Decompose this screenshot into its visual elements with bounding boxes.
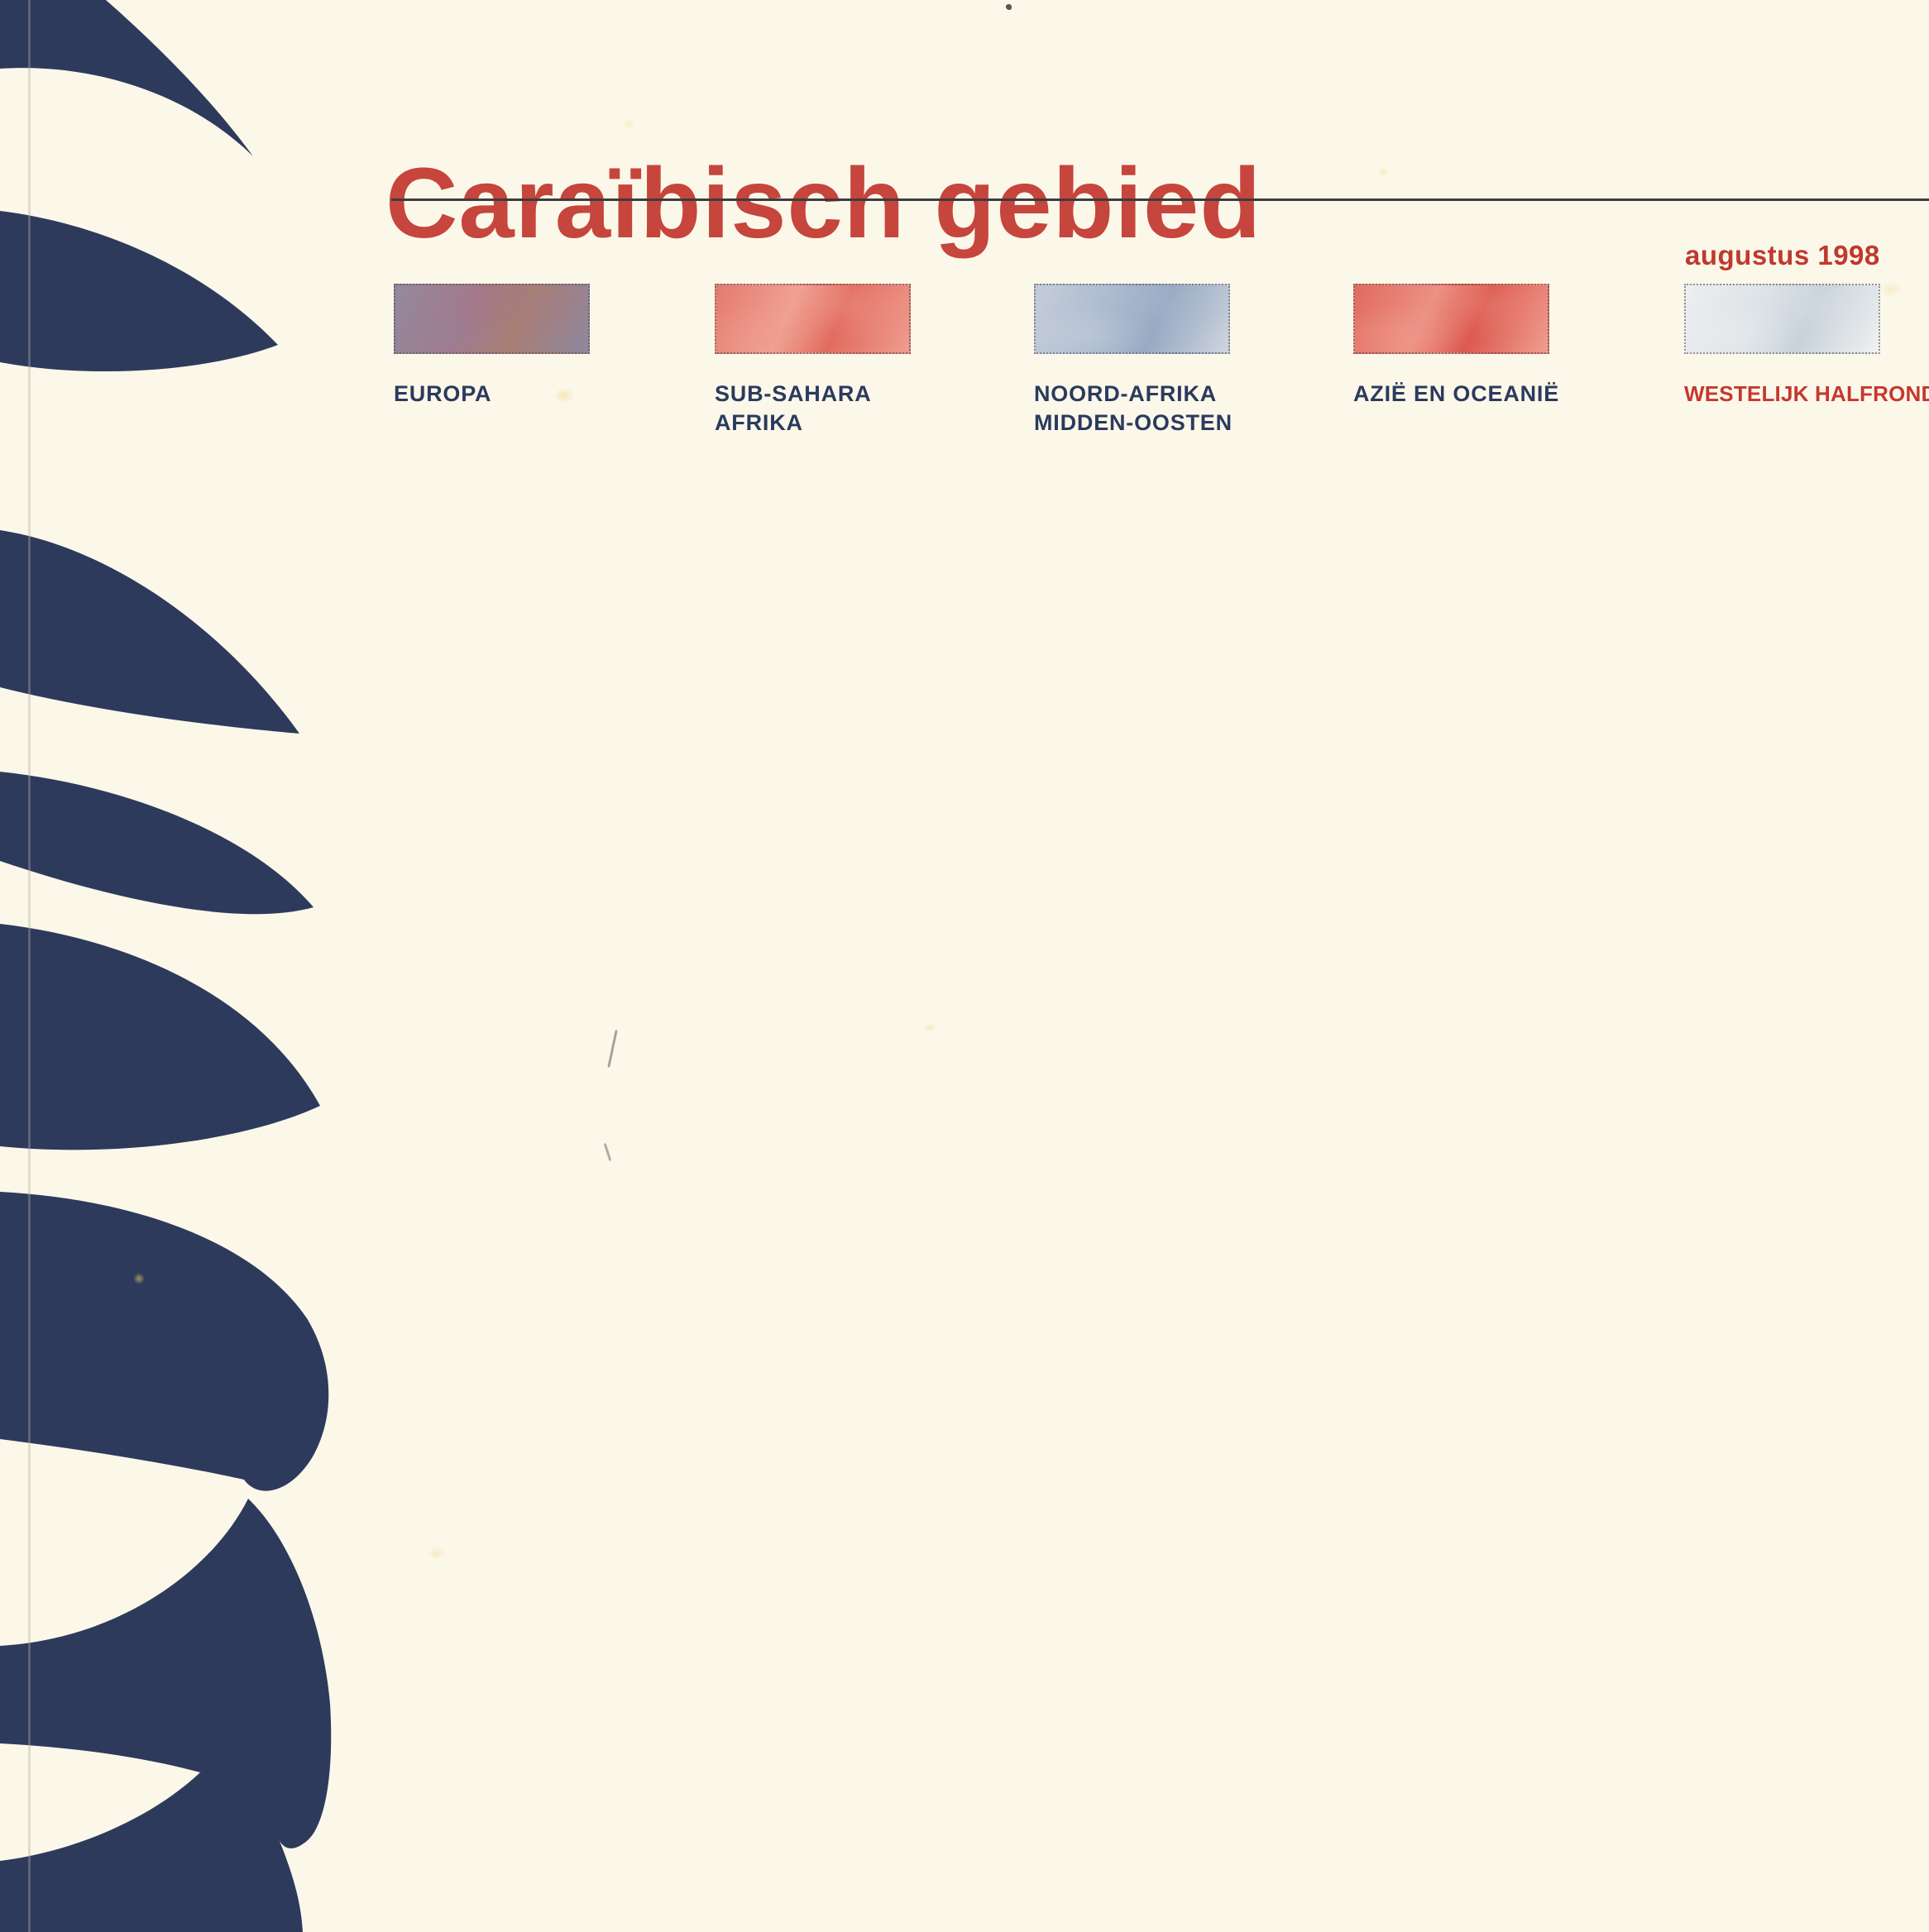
region-label-noord-afrika-midden-oosten: NOORD-AFRIKA MIDDEN-OOSTEN xyxy=(1034,380,1233,438)
region-swatch-europa xyxy=(394,284,590,354)
region-label-westelijk-halfrond: WESTELIJK HALFROND xyxy=(1684,380,1929,409)
region-label-sub-sahara-afrika: SUB-SAHARA AFRIKA xyxy=(715,380,911,438)
scan-speck xyxy=(1006,4,1012,10)
region-swatch-azie-en-oceanie xyxy=(1353,284,1549,354)
region-label-line: AFRIKA xyxy=(715,410,803,435)
region-swatch-noord-afrika-midden-oosten xyxy=(1034,284,1230,354)
scan-hair-mark xyxy=(603,1143,612,1161)
scan-hair-mark xyxy=(607,1030,618,1068)
wave-shape-1 xyxy=(0,0,253,156)
wave-shape-4 xyxy=(0,772,314,915)
wave-shape-5 xyxy=(0,924,320,1150)
region-swatch-sub-sahara-afrika xyxy=(715,284,911,354)
region-item-noord-afrika-midden-oosten: NOORD-AFRIKA MIDDEN-OOSTEN xyxy=(1034,284,1233,438)
title-rule xyxy=(391,198,1929,201)
region-label-line: WESTELIJK HALFROND xyxy=(1684,381,1929,406)
date-label: augustus 1998 xyxy=(1685,240,1880,270)
region-label-line: AZIË EN OCEANIË xyxy=(1353,381,1560,406)
wave-shape-7 xyxy=(0,1499,332,1848)
region-label-line: NOORD-AFRIKA xyxy=(1034,381,1218,406)
wave-shape-3 xyxy=(0,530,299,734)
region-label-azie-en-oceanie: AZIË EN OCEANIË xyxy=(1353,380,1559,409)
region-item-westelijk-halfrond: WESTELIJK HALFROND xyxy=(1684,284,1929,409)
region-swatch-westelijk-halfrond xyxy=(1684,284,1880,354)
wave-shape-6 xyxy=(0,1192,329,1491)
region-label-line: MIDDEN-OOSTEN xyxy=(1034,410,1233,435)
region-label-line: EUROPA xyxy=(394,381,492,406)
region-item-europa: EUROPA xyxy=(394,284,590,409)
region-label-line: SUB-SAHARA xyxy=(715,381,872,406)
spine-crease xyxy=(28,0,31,1932)
region-item-sub-sahara-afrika: SUB-SAHARA AFRIKA xyxy=(715,284,911,438)
region-item-azie-en-oceanie: AZIË EN OCEANIË xyxy=(1353,284,1559,409)
wave-shape-2 xyxy=(0,211,278,372)
wave-spine-decoration xyxy=(0,0,332,1932)
page-title: Caraïbisch gebied xyxy=(385,146,1262,260)
region-label-europa: EUROPA xyxy=(394,380,590,409)
